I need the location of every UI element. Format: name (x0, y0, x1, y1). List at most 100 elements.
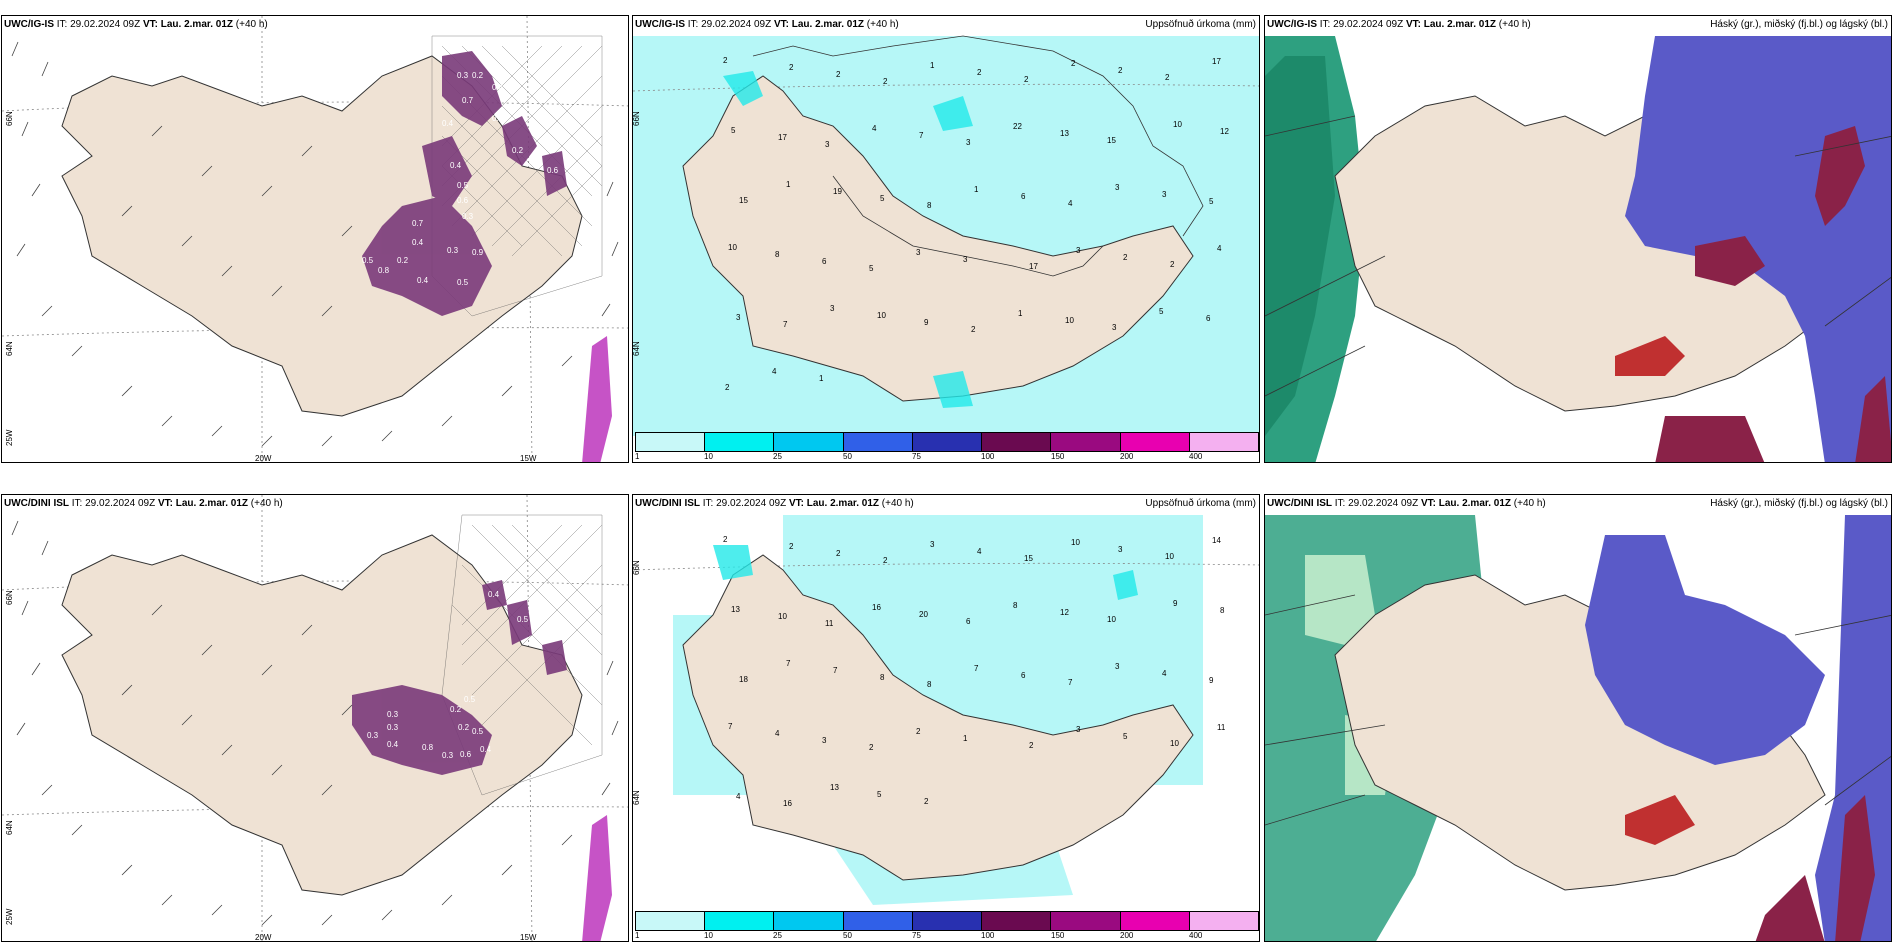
precip-value: 2 (916, 727, 921, 736)
model-name: UWC/DINI ISL (1267, 498, 1332, 509)
panel-title: Uppsöfnuð úrkoma (mm) (1145, 19, 1256, 30)
value-label: 0.9 (472, 248, 484, 257)
precip-value: 18 (739, 675, 748, 684)
it-label: IT: (687, 19, 699, 30)
vt-label: VT: (788, 498, 804, 509)
precip-value: 8 (880, 673, 885, 682)
colorbar-seg (1051, 912, 1121, 930)
model-name: UWC/DINI ISL (4, 498, 69, 509)
lat-label-66n: 66N (632, 111, 641, 126)
gridlines (633, 562, 1259, 571)
value-label: 0.2 (512, 146, 524, 155)
value-label: 0.3 (462, 212, 474, 221)
value-label: 0.5 (472, 727, 484, 736)
value-label: 0.5 (464, 695, 476, 704)
wind-barbs (11, 41, 619, 447)
lead-time: (+40 h) (250, 498, 283, 509)
precip-value: 13 (731, 605, 740, 614)
precip-value: 17 (1029, 262, 1038, 271)
value-label: 0.3 (442, 751, 454, 760)
precip-value: 3 (1115, 183, 1120, 192)
cb-label: 25 (773, 931, 782, 940)
cb-label: 75 (912, 452, 921, 461)
value-label: 0.4 (412, 238, 424, 247)
lat-label-64n: 64N (5, 341, 14, 356)
precip-value: 9 (1209, 676, 1214, 685)
precip-value: 2 (723, 535, 728, 544)
precip-value: 10 (1173, 120, 1182, 129)
precip-value: 3 (822, 736, 827, 745)
value-label: 0.3 (367, 731, 379, 740)
precip-value: 2 (836, 70, 841, 79)
precip-value: 15 (1024, 554, 1033, 563)
value-label: 0.8 (378, 266, 390, 275)
precip-value: 2 (971, 325, 976, 334)
it-label: IT: (1334, 498, 1346, 509)
precip-value: 5 (731, 126, 736, 135)
value-label: 0.4 (492, 83, 504, 92)
colorbar-labels: 1 10 25 50 75 100 150 200 400 (635, 931, 1259, 941)
precip-value: 7 (783, 320, 788, 329)
precip-value: 11 (825, 619, 834, 628)
colorbar (635, 911, 1259, 931)
cb-label: 75 (912, 931, 921, 940)
cloud-mid (1585, 515, 1891, 941)
value-label: 0.7 (462, 96, 474, 105)
value-label: 0.2 (397, 256, 409, 265)
lat-label-64n: 64N (5, 820, 14, 835)
it-label: IT: (71, 498, 83, 509)
precip-value: 1 (1018, 309, 1023, 318)
colorbar-seg (1189, 912, 1258, 930)
lead-time: (+40 h) (1498, 19, 1531, 30)
precip-value: 3 (966, 138, 971, 147)
precip-value: 6 (966, 617, 971, 626)
precip-value: 13 (830, 783, 839, 792)
vt-value: Lau. 2.mar. 01Z (160, 19, 234, 30)
precip-value: 7 (1068, 678, 1073, 687)
panel-header: UWC/DINI ISL IT: 29.02.2024 09Z VT: Lau.… (1267, 498, 1546, 509)
colorbar-labels: 1 10 25 50 75 100 150 200 400 (635, 452, 1259, 462)
value-label: 0.3 (387, 710, 399, 719)
precip-value: 10 (1165, 552, 1174, 561)
precip-value: 4 (872, 124, 877, 133)
precip-value: 13 (1060, 129, 1069, 138)
value-label: 0.8 (492, 114, 504, 123)
precip-darker (713, 545, 1138, 600)
cb-label: 200 (1120, 452, 1134, 461)
precip-value: 15 (739, 196, 748, 205)
vt-label: VT: (142, 19, 158, 30)
precip-value: 8 (927, 201, 932, 210)
precip-value: 19 (833, 187, 842, 196)
lead-time: (+40 h) (866, 19, 899, 30)
panel-top-mid: UWC/IG-IS IT: 29.02.2024 09Z VT: Lau. 2.… (632, 15, 1260, 463)
precip-value: 7 (786, 659, 791, 668)
border-lines (1265, 594, 1891, 826)
wind-map (2, 16, 628, 462)
precip-value: 20 (919, 610, 928, 619)
cb-label: 50 (843, 452, 852, 461)
precip-value: 17 (778, 133, 787, 142)
colorbar-seg (705, 912, 775, 930)
value-label: 0.4 (417, 276, 429, 285)
precip-value: 4 (1217, 244, 1222, 253)
colorbar-seg (636, 912, 706, 930)
panel-header: UWC/DINI ISL IT: 29.02.2024 09Z VT: Lau.… (635, 498, 914, 509)
colorbar-seg (843, 433, 913, 451)
value-label: 0.4 (387, 740, 399, 749)
cb-label: 400 (1189, 452, 1203, 461)
model-name: UWC/IG-IS (1267, 19, 1317, 30)
precip-value: 2 (789, 542, 794, 551)
colorbar-seg (1189, 433, 1258, 451)
precip-value: 4 (1068, 199, 1073, 208)
panel-title: Uppsöfnuð úrkoma (mm) (1145, 498, 1256, 509)
cloud-map (1265, 36, 1891, 462)
precip-value: 5 (877, 790, 882, 799)
precip-value: 2 (1024, 75, 1029, 84)
colorbar-seg (982, 912, 1052, 930)
lat-label-66n: 66N (5, 590, 14, 605)
value-label: 0.3 (457, 71, 469, 80)
precip-value: 11 (1217, 723, 1226, 732)
precip-value: 3 (1162, 190, 1167, 199)
precip-value: 3 (830, 304, 835, 313)
precip-value: 1 (786, 180, 791, 189)
